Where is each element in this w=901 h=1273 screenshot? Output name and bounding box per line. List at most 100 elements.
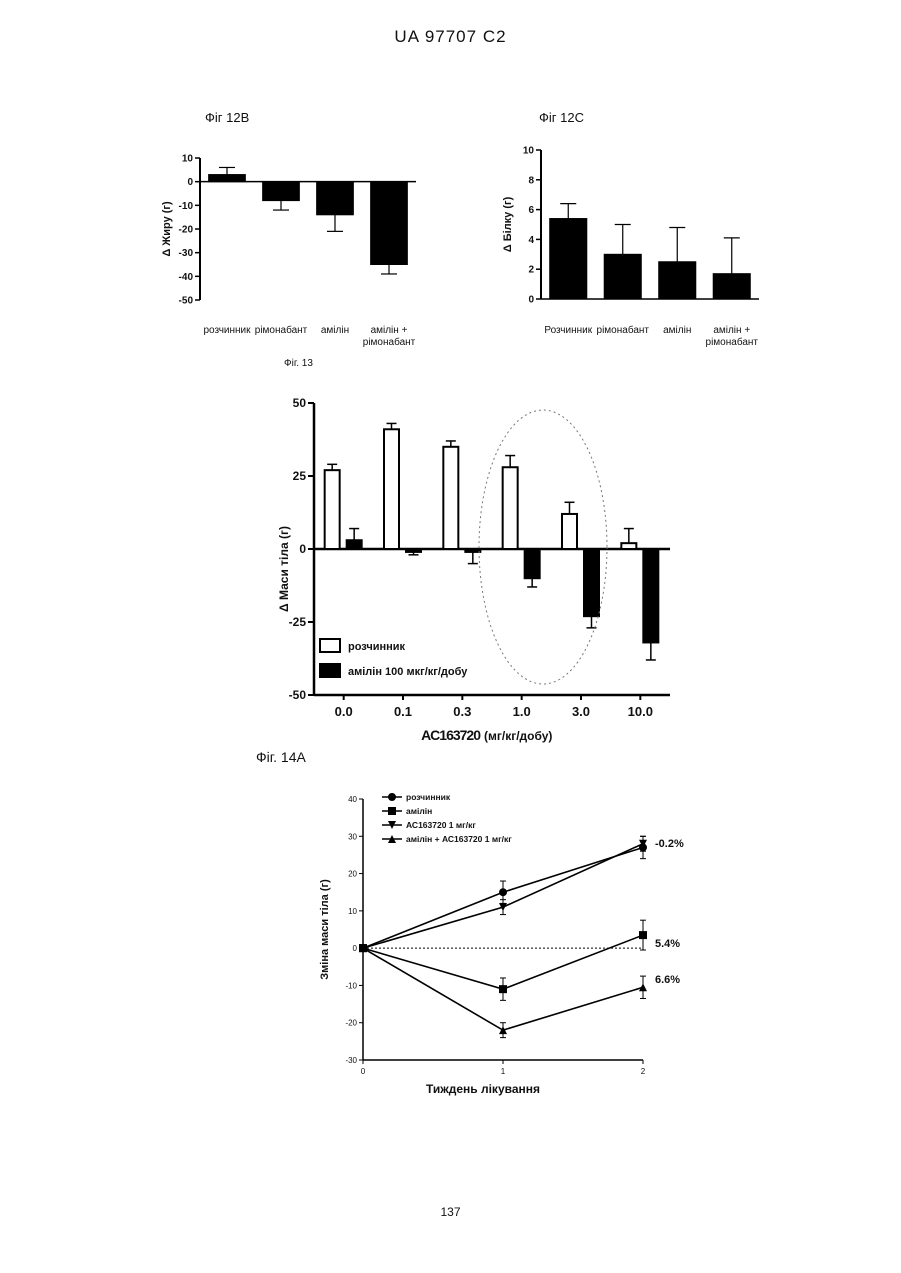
category-label: розчинник — [203, 325, 251, 336]
protein-change-bar-chart: 10 8 6 4 2 0 Розчинник рімонабант амілін амілін +… — [500, 140, 790, 360]
bar — [713, 274, 750, 299]
x-tick-label: 10.0 — [628, 704, 653, 719]
bar — [347, 540, 362, 549]
y-tick-label: -20 — [345, 1019, 357, 1028]
y-tick-label: 10 — [182, 154, 194, 165]
y-axis-label: Δ Маси тіла (г) — [277, 526, 291, 612]
category-label: амілін — [321, 325, 349, 336]
percent-annotation: 6.6% — [655, 974, 680, 986]
category-label: рімонабант — [597, 324, 650, 336]
legend-label: амілін + АС163720 1 мг/кг — [406, 834, 512, 844]
legend-label: амілін — [406, 806, 432, 816]
figure-12c-label: Фіг 12С — [539, 110, 584, 125]
y-tick-label: -25 — [289, 615, 307, 629]
y-tick-label: 0 — [187, 177, 193, 188]
x-tick-label: 0.1 — [394, 704, 412, 719]
data-point — [388, 807, 396, 815]
y-tick-label: -30 — [179, 248, 194, 259]
y-tick-label: 50 — [293, 396, 307, 410]
figure-14a-label: Фіг. 14А — [256, 749, 306, 765]
bar — [604, 254, 641, 299]
category-label: рімонабант — [706, 336, 759, 348]
bar — [584, 549, 599, 616]
legend-label: АС163720 1 мг/кг — [406, 820, 476, 830]
y-tick-label: -40 — [179, 272, 194, 283]
bar — [209, 175, 246, 182]
y-tick-label: -30 — [345, 1056, 357, 1065]
highlight-ellipse — [479, 410, 607, 684]
bar — [503, 467, 518, 549]
bar — [406, 549, 421, 552]
y-axis-label: Δ Жиру (г) — [161, 201, 173, 257]
x-tick-label: 0 — [361, 1067, 366, 1076]
bar — [325, 470, 340, 549]
bar — [562, 514, 577, 549]
y-tick-label: 10 — [523, 146, 535, 157]
y-tick-label: 30 — [348, 832, 357, 841]
y-tick-label: -10 — [345, 981, 357, 990]
bar — [550, 219, 587, 299]
legend-swatch — [320, 639, 340, 652]
legend-label: розчинник — [406, 792, 451, 802]
x-tick-label: 1.0 — [513, 704, 531, 719]
data-point — [499, 985, 507, 993]
category-label: амілін — [663, 325, 691, 336]
y-axis-label: Δ Білку (г) — [502, 196, 514, 252]
x-tick-label: 1 — [501, 1067, 506, 1076]
category-label: рімонабант — [255, 324, 308, 336]
bar — [643, 549, 658, 642]
data-point — [639, 931, 647, 939]
bar — [384, 429, 399, 549]
y-tick-label: 8 — [528, 175, 534, 186]
y-tick-label: 40 — [348, 795, 357, 804]
page-number: 137 — [0, 1205, 901, 1219]
y-tick-label: -10 — [179, 201, 194, 212]
bar — [317, 182, 354, 215]
y-tick-label: 2 — [528, 265, 534, 276]
x-axis-label-unit: (мг/кг/добу) — [484, 729, 552, 743]
category-label: Розчинник — [544, 325, 592, 336]
y-axis-label: Зміна маси тіла (г) — [319, 879, 331, 980]
data-point — [499, 888, 507, 896]
bar — [659, 262, 696, 299]
percent-annotation: -0.2% — [655, 838, 684, 850]
x-tick-label: 2 — [641, 1067, 646, 1076]
y-tick-label: 0 — [353, 944, 358, 953]
category-label: амілін + — [371, 325, 408, 336]
data-point — [388, 793, 396, 801]
x-tick-label: 3.0 — [572, 704, 590, 719]
x-tick-label: 0.3 — [453, 704, 471, 719]
x-tick-label: 0.0 — [335, 704, 353, 719]
y-tick-label: 0 — [299, 542, 306, 556]
y-tick-label: 10 — [348, 907, 357, 916]
y-tick-label: -50 — [179, 296, 194, 307]
y-tick-label: 25 — [293, 469, 307, 483]
legend-label: розчинник — [348, 641, 406, 653]
y-tick-label: -20 — [179, 225, 194, 236]
figure-12b-label: Фіг 12В — [205, 110, 249, 125]
x-axis-label-main: AC163720 — [421, 727, 481, 743]
bar — [371, 182, 408, 265]
bar — [443, 447, 458, 549]
y-tick-label: 20 — [348, 870, 357, 879]
fat-change-bar-chart: 100-10-20-30-40-50розчинникрімонабантамі… — [160, 145, 430, 360]
data-point — [639, 983, 647, 991]
category-label: рімонабант — [363, 336, 416, 348]
bar — [263, 182, 300, 201]
legend-label: амілін 100 мкг/кг/добу — [348, 666, 468, 678]
x-axis-label: Тиждень лікування — [426, 1082, 540, 1096]
bar — [621, 543, 636, 549]
y-tick-label: 6 — [528, 205, 534, 216]
percent-annotation: 5.4% — [655, 938, 680, 950]
patent-header: UA 97707 C2 — [0, 27, 901, 47]
bar — [525, 549, 540, 578]
body-mass-change-line-chart: 40 30 20 10 0 -10 -20 -30 0 1 2 розчинник амілін АС16… — [310, 785, 730, 1105]
y-tick-label: 0 — [528, 295, 534, 306]
y-tick-label: -50 — [289, 688, 307, 702]
bar — [465, 549, 480, 552]
body-mass-change-bar-chart: 50 25 0 -25 -50 0.0 0.1 0.3 1.0 3.0 10.0 розчинник а… — [270, 395, 690, 750]
data-point — [499, 1026, 507, 1034]
y-tick-label: 4 — [528, 235, 534, 246]
legend-swatch — [320, 664, 340, 677]
category-label: амілін + — [713, 325, 750, 336]
